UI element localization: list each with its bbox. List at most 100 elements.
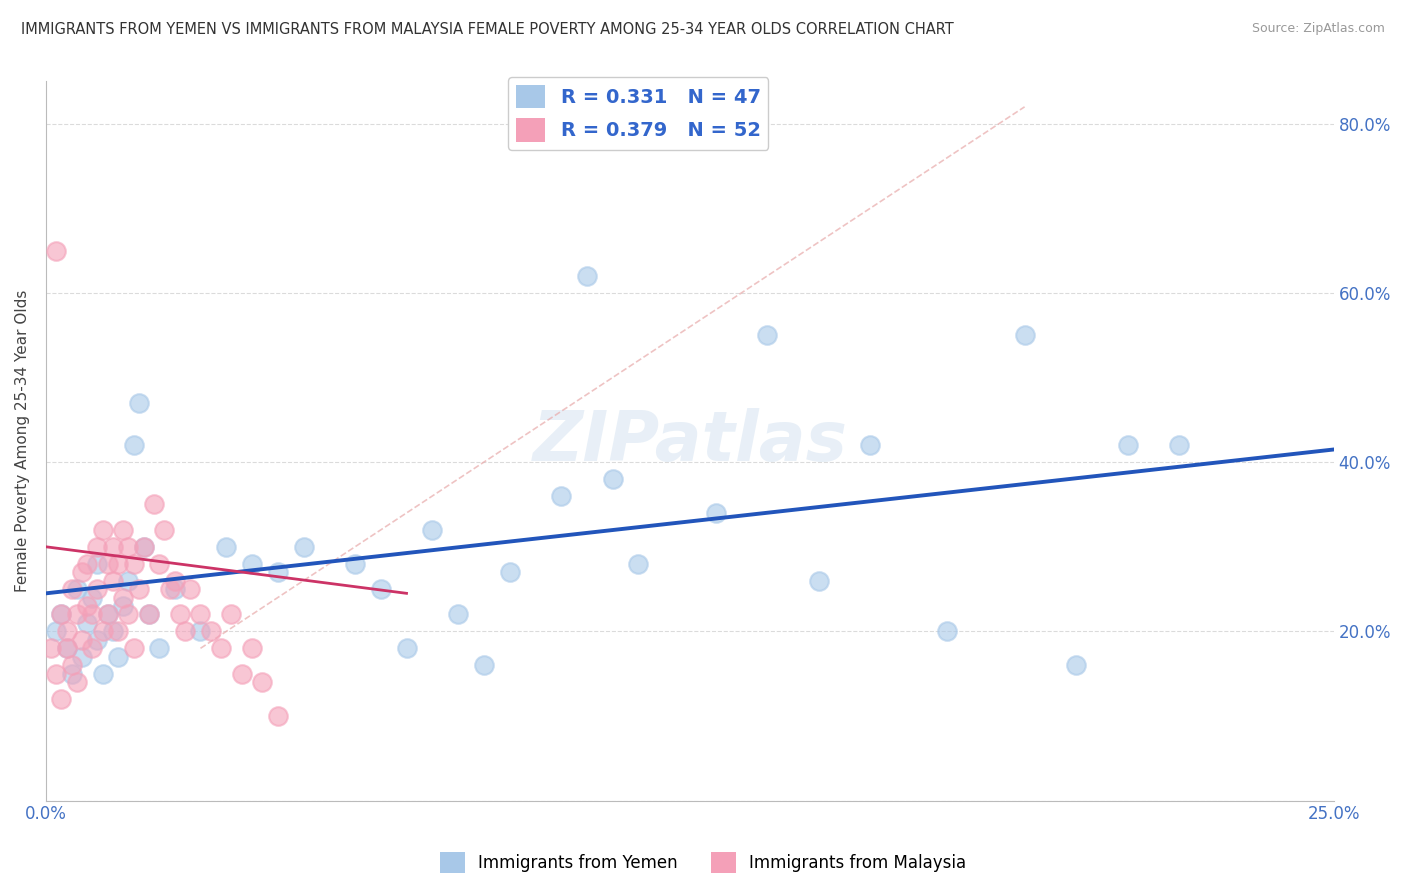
Point [143, 498, 166, 512]
Point [550, 489, 572, 503]
Point [101, 624, 124, 639]
Point [472, 658, 495, 673]
Point [138, 607, 160, 622]
Point [76, 599, 98, 613]
Point [122, 438, 145, 452]
Point [122, 641, 145, 656]
Point [45, 666, 67, 681]
Point [107, 557, 129, 571]
Point [704, 506, 727, 520]
Point [1014, 328, 1036, 343]
Point [91, 523, 114, 537]
Point [86, 632, 108, 647]
Point [70, 632, 93, 647]
Point [159, 582, 181, 596]
Point [209, 641, 232, 656]
Point [91, 666, 114, 681]
Point [76, 557, 98, 571]
Point [200, 624, 222, 639]
Point [215, 540, 238, 554]
Point [86, 582, 108, 596]
Point [76, 615, 98, 630]
Point [86, 540, 108, 554]
Point [240, 641, 263, 656]
Point [112, 591, 135, 605]
Point [163, 582, 186, 596]
Point [97, 557, 120, 571]
Point [1064, 658, 1087, 673]
Point [60, 658, 83, 673]
Point [132, 540, 155, 554]
Point [97, 607, 120, 622]
Point [1116, 438, 1139, 452]
Point [267, 709, 290, 723]
Point [117, 607, 139, 622]
Point [807, 574, 830, 588]
Point [231, 666, 253, 681]
Point [343, 557, 366, 571]
Point [82, 591, 104, 605]
Point [370, 582, 392, 596]
Point [148, 557, 170, 571]
Point [292, 540, 315, 554]
Point [51, 692, 73, 706]
Point [112, 523, 135, 537]
Point [132, 540, 155, 554]
Text: ZIPatlas: ZIPatlas [533, 408, 848, 475]
Point [575, 268, 598, 283]
Y-axis label: Female Poverty Among 25-34 Year Olds: Female Poverty Among 25-34 Year Olds [15, 290, 30, 592]
Point [60, 666, 83, 681]
Legend: R = 0.331   N = 47, R = 0.379   N = 52: R = 0.331 N = 47, R = 0.379 N = 52 [508, 77, 769, 150]
Point [66, 582, 89, 596]
Point [148, 641, 170, 656]
Point [51, 607, 73, 622]
Point [128, 396, 150, 410]
Point [1168, 438, 1191, 452]
Point [859, 438, 882, 452]
Point [240, 557, 263, 571]
Point [60, 582, 83, 596]
Point [91, 624, 114, 639]
Point [107, 624, 129, 639]
Legend: Immigrants from Yemen, Immigrants from Malaysia: Immigrants from Yemen, Immigrants from M… [433, 846, 973, 880]
Point [163, 574, 186, 588]
Point [153, 523, 176, 537]
Text: Source: ZipAtlas.com: Source: ZipAtlas.com [1251, 22, 1385, 36]
Point [39, 641, 62, 656]
Point [179, 582, 201, 596]
Point [82, 607, 104, 622]
Point [190, 624, 212, 639]
Point [107, 649, 129, 664]
Point [936, 624, 959, 639]
Point [97, 607, 120, 622]
Point [267, 565, 290, 579]
Point [756, 328, 779, 343]
Point [174, 624, 197, 639]
Point [221, 607, 243, 622]
Point [101, 574, 124, 588]
Point [51, 607, 73, 622]
Text: IMMIGRANTS FROM YEMEN VS IMMIGRANTS FROM MALAYSIA FEMALE POVERTY AMONG 25-34 YEA: IMMIGRANTS FROM YEMEN VS IMMIGRANTS FROM… [21, 22, 953, 37]
Point [602, 472, 624, 486]
Point [70, 565, 93, 579]
Point [169, 607, 191, 622]
Point [66, 607, 89, 622]
Point [395, 641, 418, 656]
Point [112, 599, 135, 613]
Point [70, 649, 93, 664]
Point [627, 557, 650, 571]
Point [190, 607, 212, 622]
Point [45, 624, 67, 639]
Point [66, 675, 89, 690]
Point [138, 607, 160, 622]
Point [45, 244, 67, 258]
Point [128, 582, 150, 596]
Point [447, 607, 470, 622]
Point [252, 675, 274, 690]
Point [101, 540, 124, 554]
Point [55, 641, 77, 656]
Point [117, 574, 139, 588]
Point [117, 540, 139, 554]
Point [82, 641, 104, 656]
Point [86, 557, 108, 571]
